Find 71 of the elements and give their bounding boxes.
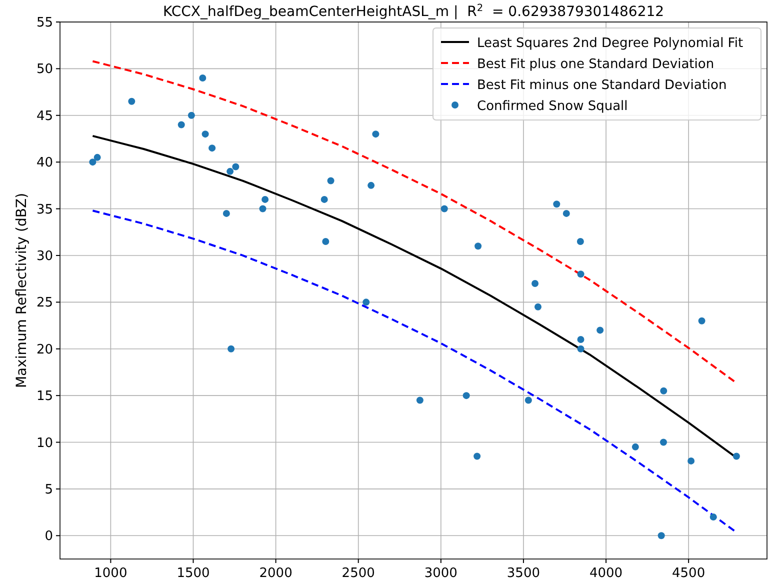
x-tick-label: 2500 <box>342 566 375 581</box>
y-tick-label: 40 <box>36 156 53 171</box>
y-tick-label: 25 <box>36 296 53 311</box>
point <box>596 326 604 334</box>
point <box>416 396 424 404</box>
point <box>372 130 380 138</box>
y-tick-label: 50 <box>36 62 53 78</box>
point <box>474 242 482 250</box>
point <box>259 205 266 212</box>
point <box>89 158 96 166</box>
y-tick-label: 55 <box>36 16 53 30</box>
x-tick-label: 3000 <box>424 566 458 581</box>
point <box>320 196 328 203</box>
point <box>698 317 706 324</box>
line-series <box>92 60 737 384</box>
point <box>688 457 695 464</box>
point <box>660 387 668 394</box>
legend-label: Best Fit plus one Standard Deviation <box>477 57 714 72</box>
point <box>222 210 230 217</box>
x-tick-label: 1000 <box>94 566 128 581</box>
line-series <box>92 210 737 533</box>
point <box>474 452 481 460</box>
point <box>534 303 542 310</box>
x-tick-label: 2000 <box>259 566 292 581</box>
point <box>202 130 209 138</box>
point <box>327 177 334 184</box>
point <box>228 345 235 352</box>
legend-label: Best Fit minus one Standard Deviation <box>477 78 727 93</box>
point <box>208 144 216 152</box>
x-tick-label: 3500 <box>506 566 540 581</box>
legend-label: Confirmed Snow Squall <box>477 99 628 114</box>
point <box>462 392 470 400</box>
point <box>226 168 234 175</box>
y-tick-label: 35 <box>36 202 53 218</box>
point <box>199 74 206 82</box>
point <box>440 205 448 212</box>
point <box>178 121 185 128</box>
y-tick-label: 0 <box>44 529 53 544</box>
point <box>576 238 584 245</box>
point <box>532 280 539 287</box>
y-tick-label: 45 <box>36 108 53 124</box>
point <box>322 238 330 245</box>
y-tick-label: 15 <box>36 389 53 404</box>
point <box>658 532 665 540</box>
y-tick-label: 30 <box>36 248 53 264</box>
point <box>368 182 375 189</box>
point <box>362 298 370 306</box>
point <box>553 200 560 208</box>
point <box>94 154 101 161</box>
point <box>577 336 584 344</box>
point <box>524 396 532 404</box>
x-tick-label: 4500 <box>672 566 706 581</box>
legend-label: Least Squares 2nd Degree Polynomial Fit <box>477 36 744 51</box>
point <box>732 452 740 460</box>
point <box>188 112 195 119</box>
point <box>577 345 584 352</box>
point <box>710 513 717 520</box>
x-tick-label: 4000 <box>589 566 623 581</box>
point <box>632 443 639 450</box>
point <box>660 438 667 446</box>
x-tick-label: 1500 <box>176 566 210 581</box>
point <box>232 163 240 170</box>
y-tick-label: 10 <box>36 436 53 451</box>
point <box>262 196 269 203</box>
y-tick-label: 5 <box>44 482 53 498</box>
y-axis-title: Maximum Reflectivity (dBZ) <box>14 192 30 388</box>
point <box>128 98 136 105</box>
y-tick-label: 20 <box>36 342 53 358</box>
chart-title: KCCX_halfDeg_beamCenterHeightASL_m | R$^{2}$ = 0.6293879301486212 <box>162 2 664 20</box>
point <box>562 210 570 217</box>
point <box>577 270 584 278</box>
